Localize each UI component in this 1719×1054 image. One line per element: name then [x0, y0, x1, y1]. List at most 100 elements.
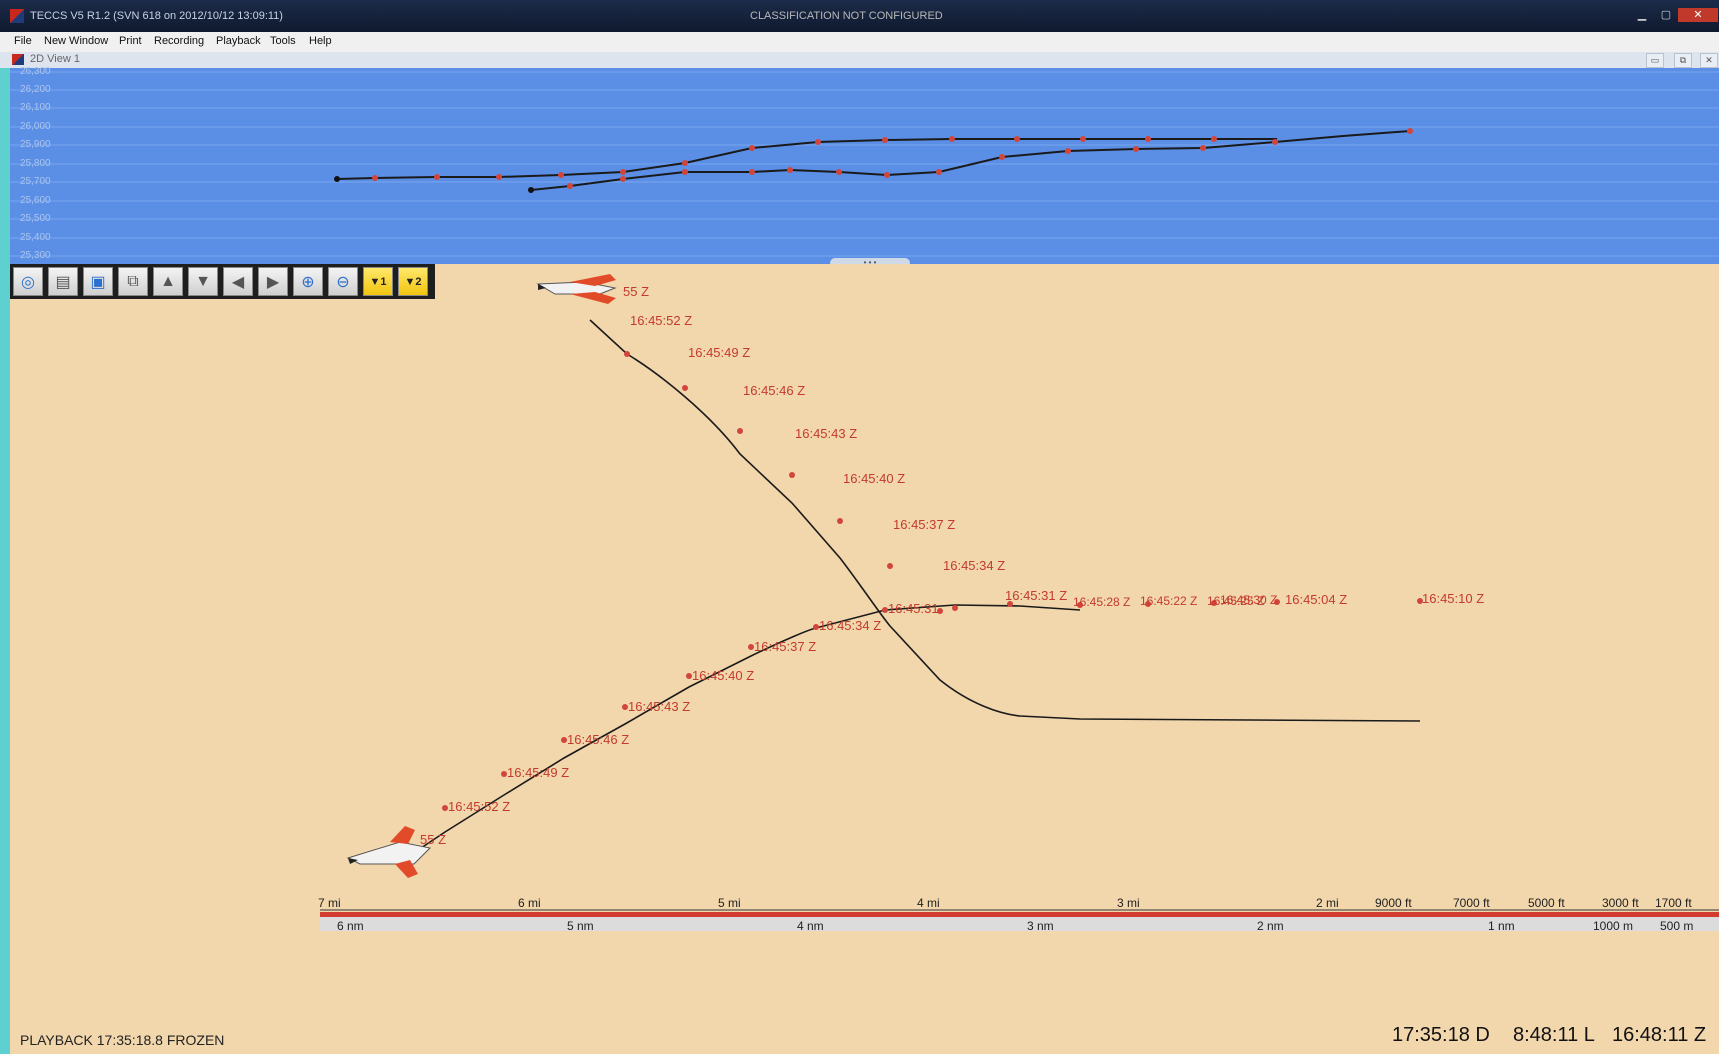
- pan-right-button[interactable]: ▶: [258, 267, 288, 296]
- splitter-handle[interactable]: • • •: [830, 258, 910, 268]
- view-minimize-icon[interactable]: ▭: [1646, 53, 1664, 68]
- maximize-icon[interactable]: ▢: [1660, 9, 1672, 21]
- altitude-label: 25,600: [20, 195, 51, 206]
- scale-mile-label: 4 mi: [917, 896, 940, 910]
- menu-help[interactable]: Help: [309, 35, 332, 47]
- altitude-label: 25,800: [20, 158, 51, 169]
- zoom-out-button[interactable]: ⊖: [328, 267, 358, 296]
- time-label: 16:45:31: [888, 601, 939, 616]
- time-label: 16:45:52 Z: [630, 313, 693, 328]
- time-label: 16:45:28 Z: [1073, 595, 1131, 609]
- menu-new-window[interactable]: New Window: [44, 35, 109, 47]
- pan-up-icon: ▲: [160, 272, 176, 290]
- time-label: 55 Z: [623, 284, 650, 299]
- zoom-out-icon: ⊖: [336, 273, 350, 291]
- scale-mile-label: 3 mi: [1117, 896, 1140, 910]
- time-label: 16:45:34 Z: [943, 558, 1006, 573]
- scale-mile-label: 2 mi: [1316, 896, 1339, 910]
- minimize-icon[interactable]: ▁: [1637, 9, 1647, 21]
- profile-graph: [10, 71, 1719, 257]
- app-icon: [10, 9, 24, 23]
- scale-nm-label: 2 nm: [1257, 919, 1284, 933]
- zoom-in-button[interactable]: ⊕: [293, 267, 323, 296]
- time-label: 16:45:46 Z: [743, 383, 806, 398]
- marker-2-icon: ▼2: [404, 275, 422, 288]
- scale-nm-label: 1 nm: [1488, 919, 1515, 933]
- view-restore-icon[interactable]: ⧉: [1674, 53, 1692, 68]
- scale-mile-label: 5 mi: [718, 896, 741, 910]
- classification-banner: CLASSIFICATION NOT CONFIGURED: [750, 10, 943, 22]
- time-label: 16:45:37 Z: [893, 517, 956, 532]
- view-close-icon[interactable]: ✕: [1700, 53, 1718, 68]
- time-label: 16:45:43 Z: [628, 699, 691, 714]
- altitude-label: 26,100: [20, 102, 51, 113]
- aircraft-lower-icon[interactable]: [346, 826, 432, 878]
- pan-right-icon: ▶: [266, 273, 280, 291]
- pan-down-icon: ▼: [195, 272, 211, 290]
- pan-up-button[interactable]: ▲: [153, 267, 183, 296]
- time-label: 16:45:43 Z: [795, 426, 858, 441]
- time-label: 16:45:10 Z: [1422, 591, 1485, 606]
- time-label: 16:45:30 Z: [1220, 593, 1278, 607]
- pan-down-button[interactable]: ▼: [188, 267, 218, 296]
- scale-mile-label: 6 mi: [518, 896, 541, 910]
- menu-playback[interactable]: Playback: [216, 35, 261, 47]
- time-label: 16:45:37 Z: [754, 639, 817, 654]
- print-button[interactable]: ▤: [48, 267, 78, 296]
- left-edge: [0, 68, 10, 1054]
- scale-mile-label: 3000 ft: [1602, 896, 1639, 910]
- altitude-label: 25,700: [20, 176, 51, 187]
- close-icon[interactable]: ✕: [1678, 8, 1718, 22]
- time-label: 16:45:34 Z: [819, 618, 882, 633]
- altitude-label: 25,500: [20, 213, 51, 224]
- scale-mile-label: 1700 ft: [1655, 896, 1692, 910]
- center-view-button[interactable]: ◎: [13, 267, 43, 296]
- time-label: 16:45:40 Z: [692, 668, 755, 683]
- time-label: 16:45:22 Z: [1140, 594, 1198, 608]
- printer-icon: ▤: [55, 273, 71, 291]
- window-title: TECCS V5 R1.2 (SVN 618 on 2012/10/12 13:…: [30, 10, 283, 22]
- view-icon: [12, 54, 24, 65]
- marker-1-button[interactable]: ▼1: [363, 267, 393, 296]
- scale-nm-label: 6 nm: [337, 919, 364, 933]
- time-label: 16:45:49 Z: [688, 345, 751, 360]
- view-title: 2D View 1: [30, 53, 80, 65]
- clock-l: 8:48:11 L: [1513, 1024, 1595, 1046]
- time-label: 16:45:04 Z: [1285, 592, 1348, 607]
- marker-2-button[interactable]: ▼2: [398, 267, 428, 296]
- time-label: 16:45:25 Z: [1207, 594, 1265, 608]
- menu-file[interactable]: File: [14, 35, 32, 47]
- time-label: 16:45:31 Z: [1005, 588, 1068, 603]
- playback-status: PLAYBACK 17:35:18.8 FROZEN: [20, 1032, 225, 1048]
- scale-nm-label: 500 m: [1660, 919, 1694, 933]
- time-label: 16:45:46 Z: [567, 732, 630, 747]
- menu-recording[interactable]: Recording: [154, 35, 205, 47]
- scale-mile-label: 7 mi: [318, 896, 341, 910]
- plan-view[interactable]: 55 Z 16:45:52 Z 16:45:49 Z 16:45:46 Z 16…: [10, 264, 1719, 1054]
- menu-bar: File New Window Print Recording Playback…: [0, 32, 1719, 53]
- altitude-profile[interactable]: 26,300 26,200 26,100 26,000 25,900 25,80…: [10, 66, 1719, 264]
- time-label: 55 Z: [420, 832, 447, 847]
- pan-left-button[interactable]: ◀: [223, 267, 253, 296]
- track-map: [320, 274, 1719, 931]
- copy-icon: ⧉: [127, 272, 139, 290]
- clock-z: 16:48:11 Z: [1612, 1024, 1707, 1046]
- altitude-label: 26,000: [20, 121, 51, 132]
- time-label: 16:45:40 Z: [843, 471, 906, 486]
- time-label: 16:45:52 Z: [448, 799, 511, 814]
- scale-mile-label: 9000 ft: [1375, 896, 1412, 910]
- altitude-label: 25,900: [20, 139, 51, 150]
- view-title-bar: 2D View 1 ▭ ⧉ ✕: [0, 52, 1719, 68]
- scale-nm-label: 1000 m: [1593, 919, 1634, 933]
- menu-tools[interactable]: Tools: [270, 35, 296, 47]
- zoom-in-icon: ⊕: [301, 273, 315, 291]
- altitude-label: 25,400: [20, 232, 51, 243]
- altitude-label: 26,200: [20, 84, 51, 95]
- aircraft-upper-icon[interactable]: [536, 274, 617, 304]
- pan-left-icon: ◀: [231, 273, 245, 291]
- menu-print[interactable]: Print: [119, 35, 142, 47]
- altitude-label: 26,300: [20, 66, 51, 77]
- center-view-icon: ◎: [21, 273, 35, 291]
- save-button[interactable]: ▣: [83, 267, 113, 296]
- copy-button[interactable]: ⧉: [118, 267, 148, 296]
